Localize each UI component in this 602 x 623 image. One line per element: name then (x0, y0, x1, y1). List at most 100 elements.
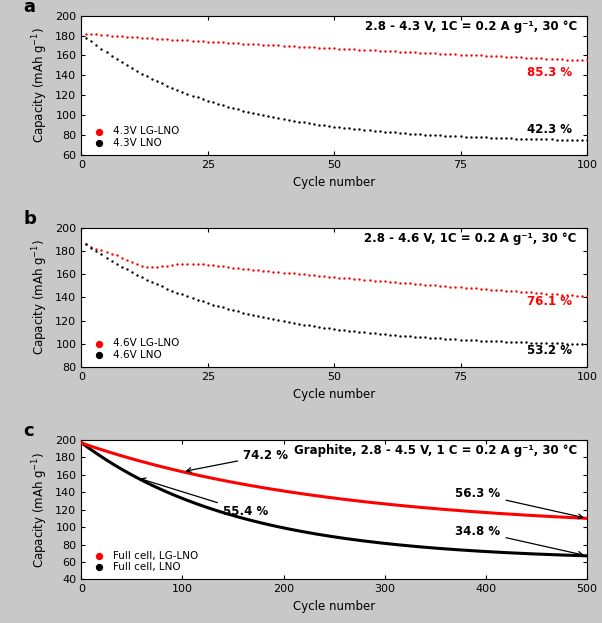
Point (112, 250, 122, 260)
Point (445, 334, 455, 344)
Point (87, 29, 96, 39)
Point (435, 281, 445, 291)
Point (344, 273, 354, 283)
Point (536, 338, 546, 348)
Point (521, 134, 531, 144)
Point (486, 133, 495, 143)
Point (582, 55, 592, 65)
Point (132, 259, 141, 269)
Point (456, 131, 465, 141)
Point (127, 32, 137, 42)
Point (258, 110, 268, 120)
Point (375, 126, 385, 136)
Point (491, 51, 501, 61)
Point (435, 333, 445, 343)
Point (233, 263, 243, 273)
Point (264, 313, 273, 323)
Point (567, 339, 577, 349)
Text: a: a (23, 0, 35, 16)
Point (481, 50, 491, 60)
Point (410, 47, 420, 57)
Point (501, 336, 511, 346)
Point (521, 287, 531, 297)
Point (253, 39, 263, 49)
Y-axis label: Capacity (mAh g$^{-1}$): Capacity (mAh g$^{-1}$) (30, 27, 50, 143)
Point (81, 29, 91, 39)
Point (163, 34, 172, 44)
Point (355, 274, 364, 284)
Point (182, 259, 192, 269)
Text: 2.8 - 4.6 V, 1C = 0.2 A g⁻¹, 30 °C: 2.8 - 4.6 V, 1C = 0.2 A g⁻¹, 30 °C (364, 232, 577, 245)
Point (309, 119, 318, 129)
Point (426, 130, 435, 140)
Text: c: c (23, 422, 34, 440)
Point (405, 47, 415, 57)
Point (208, 300, 217, 310)
Point (380, 330, 389, 340)
Point (445, 282, 455, 292)
Point (81, 32, 91, 42)
Point (188, 36, 197, 45)
Point (562, 338, 571, 348)
Point (97, 30, 107, 40)
Y-axis label: Capacity (mAh g$^{-1}$): Capacity (mAh g$^{-1}$) (30, 452, 50, 568)
Point (274, 315, 284, 325)
Point (228, 103, 238, 113)
Point (359, 45, 369, 55)
Point (188, 90, 197, 100)
Point (142, 262, 152, 272)
Point (87, 242, 96, 252)
Point (203, 298, 213, 308)
Point (415, 279, 425, 289)
Point (451, 282, 461, 292)
Point (294, 117, 303, 126)
Point (405, 128, 415, 138)
Point (506, 337, 516, 347)
Point (527, 53, 536, 63)
Point (213, 99, 223, 109)
Point (557, 338, 566, 348)
Point (324, 323, 334, 333)
Point (577, 135, 587, 145)
Point (365, 328, 374, 338)
Point (466, 335, 476, 345)
Point (122, 60, 132, 70)
Point (319, 271, 329, 281)
Point (395, 331, 405, 341)
Point (117, 57, 126, 67)
Point (365, 275, 374, 285)
Point (178, 290, 187, 300)
Y-axis label: Capacity (mAh g$^{-1}$): Capacity (mAh g$^{-1}$) (30, 239, 50, 356)
Point (314, 322, 324, 332)
Point (532, 134, 541, 144)
Point (359, 327, 369, 337)
Point (471, 132, 480, 142)
Point (496, 52, 506, 62)
Point (340, 123, 349, 133)
Point (157, 262, 167, 272)
Point (203, 37, 213, 47)
Point (461, 335, 470, 345)
Point (415, 47, 425, 57)
Point (173, 35, 182, 45)
Point (355, 125, 364, 135)
Point (208, 37, 217, 47)
Point (228, 262, 238, 272)
Point (264, 266, 273, 276)
Point (501, 286, 511, 296)
X-axis label: Cycle number: Cycle number (293, 176, 375, 189)
Point (344, 326, 354, 336)
Point (163, 81, 172, 91)
Point (350, 326, 359, 336)
Point (279, 267, 288, 277)
Point (167, 34, 177, 44)
Point (289, 269, 299, 278)
Point (152, 34, 162, 44)
Point (445, 49, 455, 59)
Point (511, 337, 521, 347)
Point (137, 272, 147, 282)
Point (218, 100, 228, 110)
Point (577, 291, 587, 301)
Point (319, 43, 329, 53)
Point (178, 35, 187, 45)
